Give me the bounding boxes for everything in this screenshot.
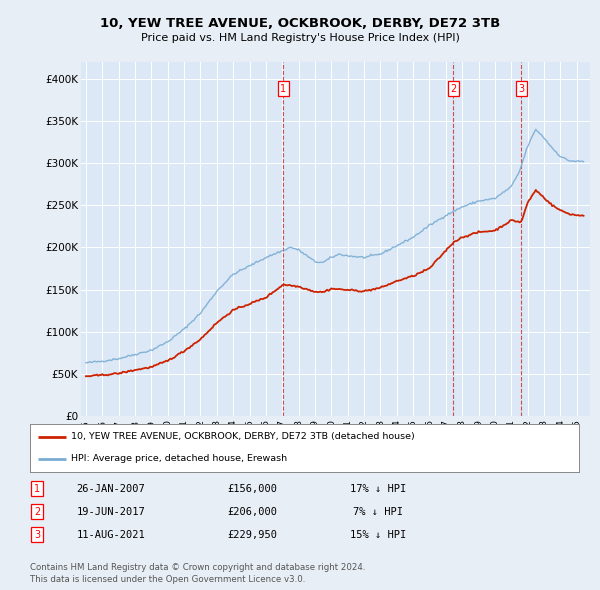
Text: 1: 1 [280,84,286,94]
Text: 3: 3 [518,84,524,94]
Text: 7% ↓ HPI: 7% ↓ HPI [353,507,403,516]
Text: 19-JUN-2017: 19-JUN-2017 [77,507,145,516]
Text: 2: 2 [450,84,457,94]
Text: 15% ↓ HPI: 15% ↓ HPI [350,530,406,539]
Text: £229,950: £229,950 [227,530,277,539]
Text: HPI: Average price, detached house, Erewash: HPI: Average price, detached house, Erew… [71,454,287,463]
Text: 1: 1 [34,484,40,493]
Text: 3: 3 [34,530,40,539]
Text: 10, YEW TREE AVENUE, OCKBROOK, DERBY, DE72 3TB: 10, YEW TREE AVENUE, OCKBROOK, DERBY, DE… [100,17,500,30]
Text: 17% ↓ HPI: 17% ↓ HPI [350,484,406,493]
Text: 2: 2 [34,507,40,516]
Text: 11-AUG-2021: 11-AUG-2021 [77,530,145,539]
Text: This data is licensed under the Open Government Licence v3.0.: This data is licensed under the Open Gov… [30,575,305,584]
Text: £156,000: £156,000 [227,484,277,493]
Text: 10, YEW TREE AVENUE, OCKBROOK, DERBY, DE72 3TB (detached house): 10, YEW TREE AVENUE, OCKBROOK, DERBY, DE… [71,432,415,441]
Text: 26-JAN-2007: 26-JAN-2007 [77,484,145,493]
Text: £206,000: £206,000 [227,507,277,516]
Text: Price paid vs. HM Land Registry's House Price Index (HPI): Price paid vs. HM Land Registry's House … [140,34,460,43]
Text: Contains HM Land Registry data © Crown copyright and database right 2024.: Contains HM Land Registry data © Crown c… [30,563,365,572]
